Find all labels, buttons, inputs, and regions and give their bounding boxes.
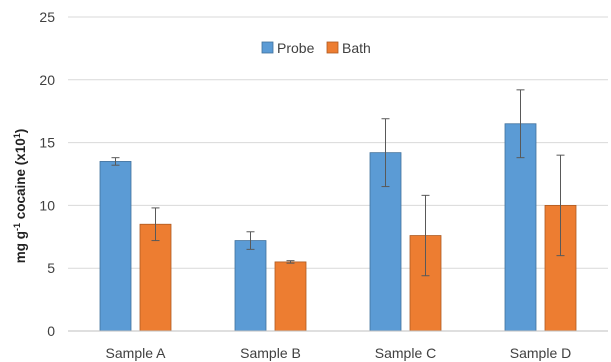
x-tick-labels: Sample A Sample B Sample C Sample D <box>106 345 572 361</box>
x-tick-label: Sample A <box>106 345 167 361</box>
bar-probe-sample-b <box>234 240 267 332</box>
y-tick-label: 10 <box>39 197 55 213</box>
y-tick-label: 5 <box>47 260 55 276</box>
error-bar-group <box>111 89 565 277</box>
legend-label-probe: Probe <box>277 40 315 56</box>
y-tick-label: 25 <box>39 9 55 25</box>
bar-bath-sample-a <box>139 223 172 332</box>
legend-label-bath: Bath <box>342 40 371 56</box>
y-tick-label: 15 <box>39 135 55 151</box>
bar-group <box>99 123 577 332</box>
y-tick-label: 0 <box>47 323 55 339</box>
legend: Probe Bath <box>261 40 371 56</box>
legend-swatch-probe <box>261 41 274 54</box>
x-tick-label: Sample B <box>240 345 301 361</box>
x-tick-label: Sample C <box>375 345 436 361</box>
x-tick-label: Sample D <box>510 345 571 361</box>
legend-swatch-bath <box>326 41 339 54</box>
y-axis-label: mg g-1 cocaine (x101) <box>12 129 28 264</box>
y-tick-labels: 0 5 10 15 20 25 <box>39 9 55 339</box>
y-tick-label: 20 <box>39 72 55 88</box>
bar-bath-sample-b <box>274 261 307 332</box>
bar-probe-sample-a <box>99 161 132 332</box>
